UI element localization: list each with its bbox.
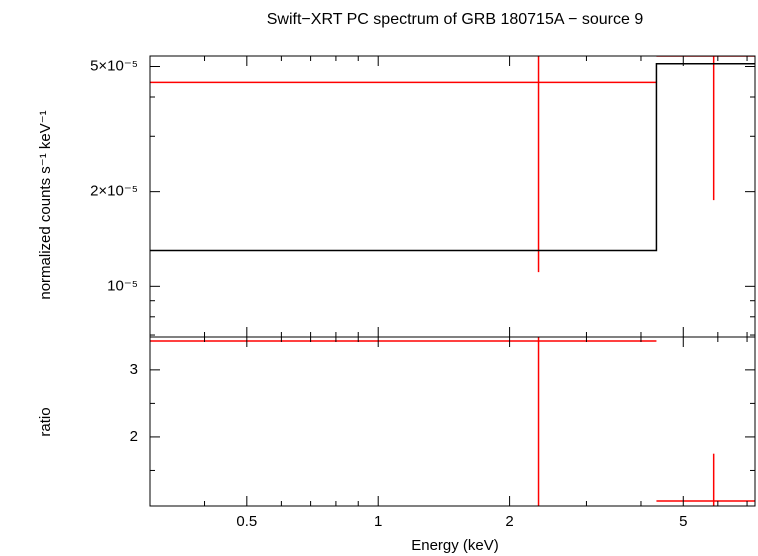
x-tick-label: 0.5 xyxy=(236,513,257,530)
y-tick-label: 2×10⁻⁵ xyxy=(90,183,138,200)
chart-title: Swift−XRT PC spectrum of GRB 180715A − s… xyxy=(267,11,644,28)
y-tick-label: 10⁻⁵ xyxy=(107,277,138,294)
x-axis-label: Energy (keV) xyxy=(411,537,499,554)
y-tick-label: 5×10⁻⁵ xyxy=(90,57,138,74)
y-axis-label: ratio xyxy=(37,407,54,436)
axes: 10⁻⁵ 2×10⁻⁵ 5×10⁻⁵ 2 3 0.5 1 2 5 xyxy=(90,56,755,530)
ratio-panel xyxy=(150,337,755,506)
model-step xyxy=(150,63,755,252)
y-tick-label: 2 xyxy=(130,428,138,445)
y-tick-label: 3 xyxy=(130,361,138,378)
x-tick-label: 1 xyxy=(374,513,382,530)
spectrum-panel xyxy=(150,56,755,273)
panel-frame xyxy=(149,55,756,338)
x-tick-label: 5 xyxy=(679,513,687,530)
panel-frame xyxy=(149,336,756,507)
x-tick-label: 2 xyxy=(505,513,513,530)
y-axis-label: normalized counts s⁻¹ keV⁻¹ xyxy=(37,110,54,299)
